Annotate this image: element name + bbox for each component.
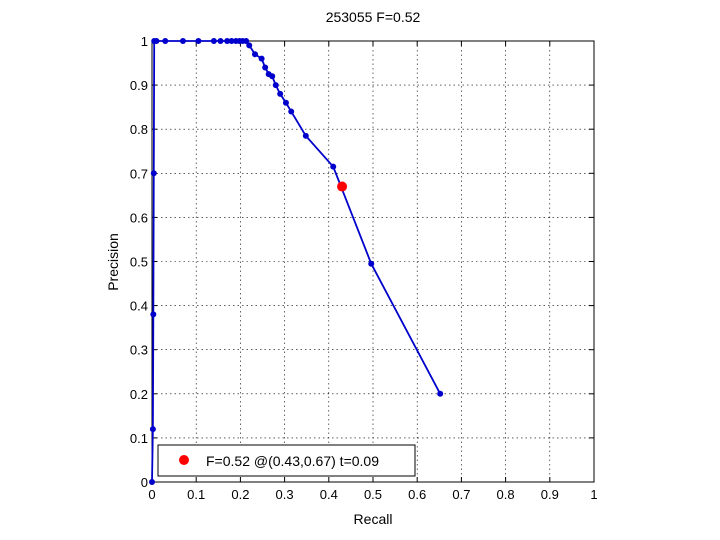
- y-tick-labels: 0 0.1 0.2 0.3 0.4 0.5 0.6 0.7 0.8 0.9 1: [130, 34, 148, 490]
- y-tick-label: 0: [141, 475, 148, 490]
- data-point: [149, 479, 155, 485]
- x-tick-label: 0.2: [231, 487, 249, 502]
- data-point: [228, 38, 235, 44]
- chart-title: 253055 F=0.52: [326, 9, 421, 25]
- series-precision-recall: [149, 38, 444, 485]
- x-tick-label: 0.1: [187, 487, 205, 502]
- y-tick-label: 0.4: [130, 299, 148, 314]
- data-point: [272, 82, 279, 89]
- y-tick-label: 0.7: [130, 166, 148, 181]
- y-tick-label: 0.6: [130, 210, 148, 225]
- data-point: [243, 38, 250, 44]
- data-point: [262, 64, 269, 71]
- data-point: [162, 38, 169, 44]
- legend: F=0.52 @(0.43,0.67) t=0.09: [157, 444, 416, 477]
- y-tick-label: 0.9: [130, 78, 148, 93]
- grid: [152, 41, 594, 482]
- x-tick-label: 0.4: [320, 487, 338, 502]
- data-point: [288, 108, 295, 115]
- legend-box: [157, 444, 416, 477]
- legend-label: F=0.52 @(0.43,0.67) t=0.09: [206, 453, 379, 469]
- y-axis-label: Precision: [105, 233, 121, 291]
- data-point: [277, 90, 284, 97]
- x-tick-label: 0.6: [408, 487, 426, 502]
- data-point: [149, 426, 156, 433]
- y-tick-label: 0.8: [130, 122, 148, 137]
- data-point: [282, 99, 289, 106]
- data-point: [224, 38, 231, 44]
- x-tick-label: 0.8: [497, 487, 515, 502]
- data-point: [153, 38, 160, 44]
- data-point: [210, 38, 217, 44]
- data-point: [150, 170, 157, 177]
- x-axis-label: Recall: [354, 511, 393, 527]
- data-point: [302, 132, 309, 139]
- y-tick-label: 0.2: [130, 387, 148, 402]
- data-point: [195, 38, 202, 44]
- data-point: [217, 38, 224, 44]
- data-point: [179, 38, 186, 44]
- x-tick-label: 0.9: [541, 487, 559, 502]
- data-point: [437, 390, 444, 397]
- x-tick-label: 1: [590, 487, 597, 502]
- data-point: [246, 42, 253, 49]
- data-point: [330, 163, 337, 170]
- x-tick-label: 0.3: [276, 487, 294, 502]
- data-point: [368, 260, 375, 267]
- data-point: [251, 51, 258, 58]
- legend-marker: [179, 455, 189, 465]
- x-tick-label: 0.5: [364, 487, 382, 502]
- y-tick-label: 0.3: [130, 343, 148, 358]
- y-tick-label: 1: [141, 34, 148, 49]
- x-tick-labels: 0 0.1 0.2 0.3 0.4 0.5 0.6 0.7 0.8 0.9 1: [148, 487, 597, 502]
- data-point: [258, 55, 265, 62]
- x-tick-label: 0.7: [452, 487, 470, 502]
- data-point: [269, 73, 276, 80]
- y-tick-label: 0.1: [130, 431, 148, 446]
- data-point: [150, 311, 157, 318]
- x-tick-label: 0: [148, 487, 155, 502]
- y-tick-label: 0.5: [130, 255, 148, 270]
- best-f-point: [337, 181, 348, 192]
